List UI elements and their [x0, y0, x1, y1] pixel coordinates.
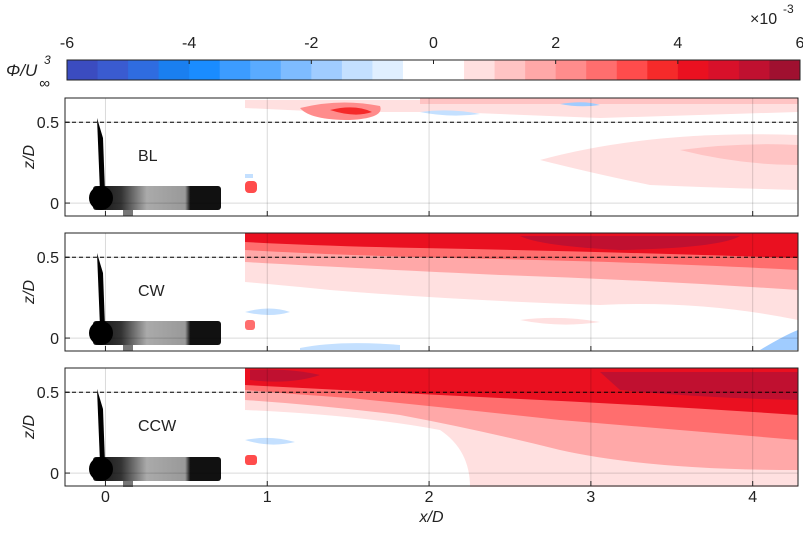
exponent-base: ×10: [750, 11, 777, 28]
colorbar-cell: [677, 60, 709, 80]
contour-fields: [245, 98, 798, 487]
panel-frame: [64, 232, 799, 352]
colorbar-cell: [67, 60, 99, 80]
colorbar-cell: [494, 60, 526, 80]
colorbar-cell: [402, 60, 434, 80]
y-axis-label: z/D: [21, 280, 38, 305]
colorbar-tick-label: 0: [429, 35, 438, 52]
y-axis-label: z/D: [21, 145, 38, 170]
x-axis-label: x/D: [419, 509, 444, 526]
colorbar-label-sub: ∞: [39, 75, 50, 92]
exponent: -3: [783, 2, 794, 16]
colorbar-tick-label: -2: [304, 35, 318, 52]
colorbar-tick-label: -4: [182, 35, 196, 52]
y-tick-label: 0.5: [37, 250, 59, 267]
colorbar-cell: [219, 60, 251, 80]
panel: 0 1 2 3 4 0 0.5 CCW z/D x/D: [21, 367, 799, 526]
panel: 0 0.5 CW z/D: [21, 232, 799, 352]
x-tick-label: 3: [586, 489, 595, 506]
colorbar-cell: [189, 60, 221, 80]
colorbar-cell: [250, 60, 282, 80]
colorbar-cell: [341, 60, 373, 80]
y-tick-label: 0.5: [37, 115, 59, 132]
panel-frame: [64, 97, 799, 217]
colorbar-label-sup: 3: [44, 53, 51, 67]
colorbar-cell: [128, 60, 160, 80]
x-tick-label: 1: [263, 489, 272, 506]
colorbar-cell: [372, 60, 404, 80]
y-tick-label: 0: [50, 466, 59, 483]
panel-frame: [64, 367, 799, 487]
panel: 0 0.5 BL z/D: [21, 97, 799, 217]
colorbar-cell: [738, 60, 770, 80]
field-ccw: [245, 368, 798, 487]
y-tick-label: 0: [50, 331, 59, 348]
colorbar-cell: [525, 60, 557, 80]
colorbar-tick-label: -6: [60, 35, 74, 52]
colorbar-tick-label: 4: [673, 35, 682, 52]
colorbar-cell: [433, 60, 465, 80]
colorbar-tick-label: 2: [551, 35, 560, 52]
colorbar-cell: [708, 60, 740, 80]
colorbar-label: Φ/U: [6, 61, 38, 80]
panel-label: CW: [138, 283, 166, 300]
colorbar-tick-label: 6: [796, 35, 803, 52]
x-tick-label: 2: [425, 489, 434, 506]
colorbar-cell: [280, 60, 312, 80]
field-cw: [245, 233, 798, 350]
colorbar-cell: [311, 60, 343, 80]
colorbar-cell: [158, 60, 190, 80]
colorbar-cell: [586, 60, 618, 80]
colorbar-cell: [464, 60, 496, 80]
y-axis-label: z/D: [21, 415, 38, 440]
colorbar-cell: [647, 60, 679, 80]
colorbar-cell: [97, 60, 129, 80]
x-tick-label: 4: [748, 489, 757, 506]
panel-label: BL: [138, 148, 158, 165]
colorbar-cell: [769, 60, 801, 80]
x-tick-label: 0: [101, 489, 110, 506]
colorbar-cell: [555, 60, 587, 80]
y-tick-label: 0.5: [37, 385, 59, 402]
y-tick-label: 0: [50, 196, 59, 213]
field-bl: [245, 98, 798, 193]
panel-label: CCW: [138, 418, 177, 435]
colorbar-cell: [616, 60, 648, 80]
